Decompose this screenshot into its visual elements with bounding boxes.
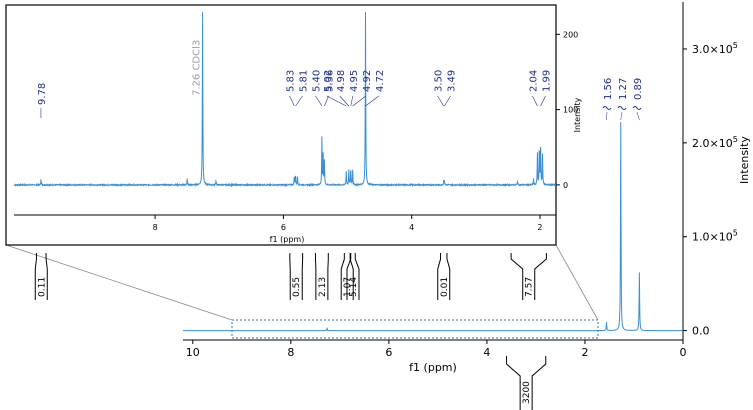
svg-text:3.50: 3.50: [434, 70, 445, 92]
inset-peak-label: 5.40: [312, 70, 323, 107]
inset-peak-label: 4.72: [365, 70, 386, 107]
inset-peak-label: 4.92: [352, 70, 373, 107]
main-y-tick-label: 0.0: [692, 325, 710, 338]
svg-text:5.81: 5.81: [299, 70, 310, 92]
main-y-tick-label: 3.0×105: [692, 41, 738, 56]
main-x-tick-label: 8: [287, 346, 294, 359]
svg-text:2.13: 2.13: [318, 277, 328, 297]
main-peak-label: 0.89: [632, 78, 644, 121]
main-x-tick-label: 6: [385, 346, 392, 359]
svg-text:2.04: 2.04: [529, 70, 540, 92]
svg-text:0.11: 0.11: [37, 277, 47, 297]
main-integral-mark: 3200: [506, 356, 547, 410]
inset-x-tick-label: 4: [409, 223, 414, 232]
inset-y-tick-label: 100: [563, 106, 578, 115]
inset-integral-mark: 5.14: [346, 253, 360, 300]
inset-x-tick-label: 6: [281, 223, 286, 232]
svg-text:0.55: 0.55: [292, 277, 302, 297]
svg-text:4.95: 4.95: [349, 70, 360, 92]
svg-text:0.01: 0.01: [440, 277, 450, 297]
svg-text:5.14: 5.14: [349, 277, 359, 297]
svg-text:5.36: 5.36: [325, 70, 336, 92]
inset-integral-mark: 0.01: [437, 253, 451, 300]
inset-peak-label: 5.36: [324, 70, 336, 107]
inset-peak-label: 3.50: [434, 70, 445, 107]
main-peak-label: 1.56: [602, 78, 614, 121]
inset-integral-mark: 1.07: [340, 253, 354, 300]
main-x-tick-label: 2: [581, 346, 588, 359]
main-y-axis-label: Intensity: [738, 136, 751, 184]
inset-peak-label: 3.49: [444, 70, 458, 107]
inset-peak-label: 9.78: [37, 83, 48, 118]
inset-peak-label: 4.98: [336, 70, 350, 107]
main-x-tick-label: 4: [483, 346, 490, 359]
svg-text:1.56: 1.56: [603, 78, 614, 100]
main-peak-label: 1.27: [617, 78, 629, 121]
inset-integral-mark: 0.11: [34, 253, 48, 300]
inset-peak-label: 5.02: [323, 70, 347, 107]
svg-text:4.72: 4.72: [375, 70, 386, 92]
svg-text:1.99: 1.99: [542, 70, 553, 92]
solvent-peak-label: 7.26 CDCl3: [192, 40, 203, 96]
svg-text:7.57: 7.57: [525, 277, 535, 297]
inset-integral-mark: 7.57: [510, 253, 547, 300]
svg-text:5.83: 5.83: [286, 70, 297, 92]
svg-text:5.02: 5.02: [323, 70, 334, 92]
svg-text:5.40: 5.40: [312, 70, 323, 92]
inset-frame: [5, 4, 557, 246]
main-x-tick-label: 0: [680, 346, 687, 359]
svg-text:9.78: 9.78: [37, 83, 48, 105]
svg-text:3200: 3200: [522, 381, 532, 404]
inset-peak-label: 5.81: [295, 70, 310, 107]
inset-y-axis-label: Intensity: [573, 97, 582, 132]
inset-peak-label: 2.04: [529, 70, 540, 107]
inset-x-tick-label: 2: [537, 223, 542, 232]
main-x-axis-label: f1 (ppm): [409, 361, 457, 374]
zoom-connector-right: [555, 244, 599, 321]
inset-spectrum-line: [13, 11, 557, 188]
main-plot: 10 8 6 4 2 0 0.0 1.0×105 2.0×105 3.0×105 1.56 1.2…: [5, 2, 751, 410]
svg-text:1.07: 1.07: [343, 277, 353, 297]
svg-text:3.49: 3.49: [447, 70, 458, 92]
inset-x-tick-label: 8: [153, 223, 158, 232]
inset-y-tick-label: 0: [563, 181, 568, 190]
svg-text:4.92: 4.92: [362, 70, 373, 92]
zoom-connector-left: [5, 244, 233, 321]
svg-text:0.89: 0.89: [633, 78, 644, 100]
inset-integral-mark: 0.55: [289, 253, 304, 300]
main-y-tick-label: 1.0×105: [692, 229, 738, 244]
inset-peak-label: 1.99: [540, 70, 553, 107]
main-y-tick-label: 2.0×105: [692, 135, 738, 150]
inset-peak-label: 4.95: [349, 70, 360, 107]
inset-x-axis-label: f1 (ppm): [270, 235, 305, 244]
inset-integral-mark: 2.13: [314, 253, 329, 300]
inset-y-tick-label: 200: [563, 30, 578, 39]
main-spectrum-line: [183, 122, 683, 332]
svg-text:1.27: 1.27: [618, 78, 629, 100]
svg-text:4.98: 4.98: [336, 70, 347, 92]
inset-peak-label: 5.83: [286, 70, 297, 107]
main-x-tick-label: 10: [186, 346, 200, 359]
zoom-region-box: [231, 319, 599, 339]
